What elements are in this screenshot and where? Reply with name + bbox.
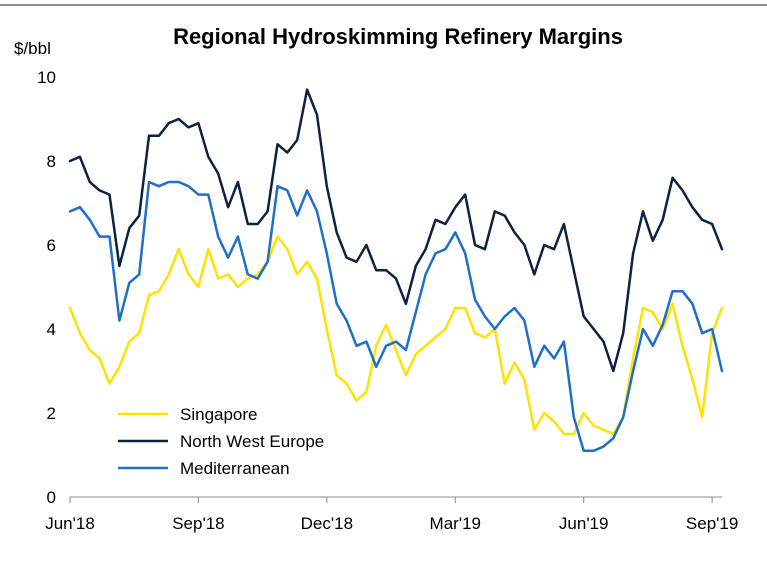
legend-label: Singapore	[180, 405, 258, 424]
series-line-mediterranean	[68, 180, 724, 453]
series-line-north-west-europe	[68, 88, 724, 373]
y-tick-label: 2	[47, 404, 56, 423]
y-tick-label: 8	[47, 152, 56, 171]
chart-title: Regional Hydroskimming Refinery Margins	[173, 24, 623, 49]
y-tick-label: 6	[47, 236, 56, 255]
x-tick-label: Jun'18	[45, 514, 95, 533]
y-tick-label: 10	[37, 68, 56, 87]
x-tick-label: Sep'18	[172, 514, 224, 533]
series-line-singapore	[68, 235, 724, 436]
x-tick-label: Jun'19	[559, 514, 609, 533]
y-tick-label: 4	[47, 320, 56, 339]
x-axis: Jun'18 Sep'18 Dec'18 Mar'19 Jun'19 Sep'19	[45, 496, 738, 533]
x-tick-label: Mar'19	[430, 514, 481, 533]
x-tick-label: Dec'18	[301, 514, 353, 533]
series-layer	[68, 88, 724, 453]
y-axis: 0 2 4 6 8 10	[37, 68, 56, 507]
legend-label: Mediterranean	[180, 459, 290, 478]
y-axis-unit-label: $/bbl	[14, 39, 51, 58]
y-tick-label: 0	[47, 488, 56, 507]
x-tick-label: Sep'19	[686, 514, 738, 533]
legend: Singapore North West Europe Mediterranean	[118, 405, 324, 478]
legend-label: North West Europe	[180, 432, 324, 451]
